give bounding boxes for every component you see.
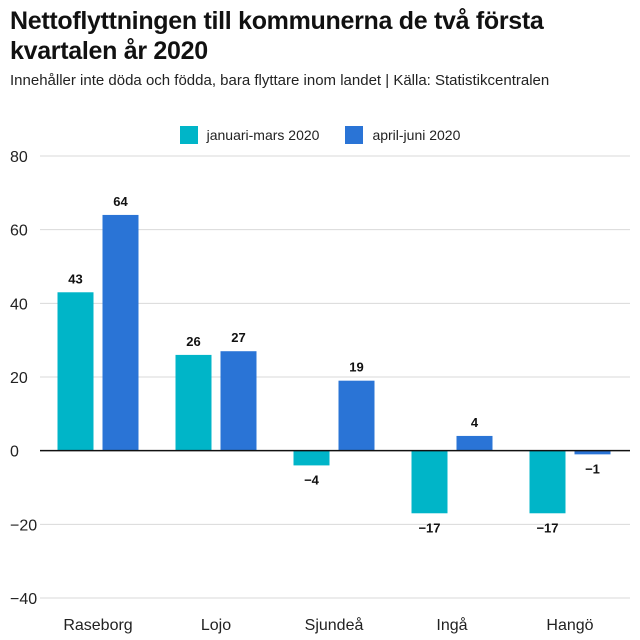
data-label: 64 bbox=[113, 194, 128, 209]
bar-raseborg-series-1 bbox=[57, 292, 94, 451]
bar-ingå-series-2 bbox=[456, 435, 493, 451]
data-label: −17 bbox=[536, 520, 558, 535]
y-tick-label: 80 bbox=[10, 149, 28, 166]
chart-title: Nettoflyttningen till kommunerna de två … bbox=[10, 7, 544, 65]
data-label: −4 bbox=[304, 472, 320, 487]
y-tick-label: 0 bbox=[10, 444, 19, 461]
y-tick-label: 60 bbox=[10, 223, 28, 240]
data-label: 19 bbox=[349, 360, 363, 375]
legend: januari-mars 2020 april-juni 2020 bbox=[0, 124, 640, 146]
bar-sjundeå-series-2 bbox=[338, 380, 375, 451]
data-label: −1 bbox=[585, 461, 600, 476]
y-tick-label: −20 bbox=[10, 517, 37, 534]
x-tick-label: Hangö bbox=[546, 617, 593, 634]
data-label: −17 bbox=[418, 520, 440, 535]
bar-lojo-series-2 bbox=[220, 351, 257, 451]
data-label: 26 bbox=[186, 334, 200, 349]
y-tick-label: −40 bbox=[10, 591, 37, 608]
x-tick-label: Ingå bbox=[436, 616, 467, 634]
x-tick-label: Raseborg bbox=[63, 617, 132, 634]
bar-raseborg-series-2 bbox=[102, 214, 139, 451]
data-label: 4 bbox=[471, 415, 479, 430]
y-tick-label: 20 bbox=[10, 370, 28, 387]
bar-hangö-series-2 bbox=[574, 450, 611, 455]
legend-label-series-1: januari-mars 2020 bbox=[206, 127, 320, 143]
chart-subtitle: Innehåller inte döda och födda, bara fly… bbox=[10, 72, 550, 89]
bar-sjundeå-series-1 bbox=[293, 450, 330, 466]
data-label: 43 bbox=[68, 271, 82, 286]
legend-swatch-series-1 bbox=[179, 126, 198, 144]
x-tick-label: Sjundeå bbox=[305, 616, 364, 634]
data-label: 27 bbox=[231, 330, 245, 345]
bar-hangö-series-1 bbox=[529, 450, 566, 514]
bar-lojo-series-1 bbox=[175, 354, 212, 451]
x-tick-label: Lojo bbox=[201, 617, 231, 634]
legend-item-series-1: januari-mars 2020 bbox=[179, 126, 320, 144]
bar-ingå-series-1 bbox=[411, 450, 448, 514]
legend-label-series-2: april-juni 2020 bbox=[372, 127, 461, 143]
y-tick-label: 40 bbox=[10, 296, 28, 313]
legend-item-series-2: april-juni 2020 bbox=[345, 126, 460, 144]
legend-swatch-series-2 bbox=[345, 126, 364, 144]
